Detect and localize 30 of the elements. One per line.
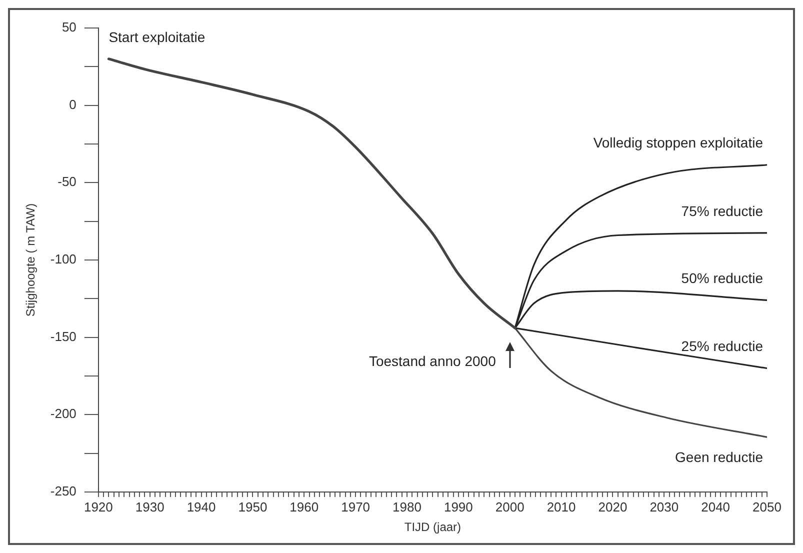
x-tick-label: 1960 (290, 499, 319, 514)
x-tick-label: 1970 (341, 499, 370, 514)
y-tick-label: 0 (69, 96, 76, 112)
x-tick-label: 2030 (650, 499, 679, 514)
y-tick-label: -250 (50, 484, 76, 499)
annotation: Toestand anno 2000 (368, 352, 496, 369)
x-tick-label: 2000 (495, 499, 524, 514)
y-axis-title: Stijghoogte ( m TAW) (24, 203, 38, 317)
series-label: Volledig stoppen exploitatie (593, 134, 764, 151)
y-tick-label: -200 (50, 406, 76, 422)
x-axis-title: TIJD (jaar) (404, 520, 462, 534)
x-tick-label: 2040 (701, 499, 730, 514)
x-tick-label: 1980 (392, 499, 422, 514)
series-label: 75% reductie (681, 202, 764, 219)
x-tick-label: 1940 (186, 499, 216, 514)
annotation: Start exploitatie (108, 28, 206, 45)
x-tick-label: 1920 (84, 499, 113, 514)
series-label: 50% reductie (681, 270, 764, 286)
x-tick-label: 2050 (752, 499, 782, 514)
x-tick-label: 2010 (546, 499, 576, 514)
x-tick-label: 1950 (238, 499, 268, 514)
y-tick-label: 50 (62, 20, 76, 35)
y-tick-label: -150 (50, 328, 76, 344)
series-label: Geen reductie (675, 448, 764, 465)
x-tick-label: 1930 (135, 499, 164, 514)
y-tick-label: -100 (50, 252, 76, 267)
x-tick-label: 2020 (598, 499, 628, 514)
series-label: 25% reductie (681, 338, 764, 354)
y-tick-label: -50 (58, 174, 76, 190)
x-tick-label: 1990 (444, 499, 473, 514)
